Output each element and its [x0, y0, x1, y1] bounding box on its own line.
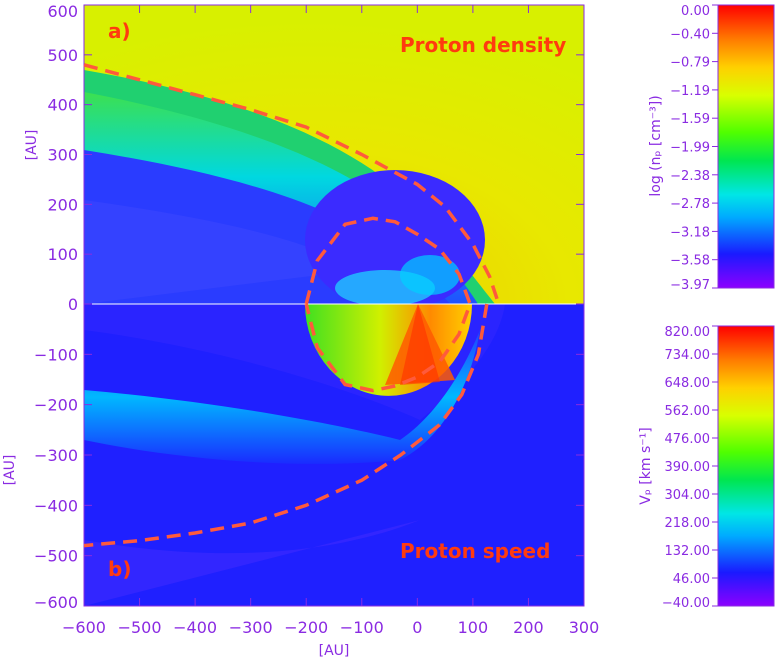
- x-tick-label: −300: [229, 618, 273, 637]
- colorbar-tick-label: 0.00: [681, 4, 710, 19]
- colorbar-tick-label: −3.97: [670, 278, 710, 293]
- y-tick-label: −600: [34, 593, 78, 612]
- y-tick-label: −200: [34, 396, 78, 415]
- colorbar-tick-label: −40.00: [662, 596, 710, 611]
- colorbar-b-title: Vₚ [km s⁻¹]: [638, 427, 654, 504]
- colorbar-tick-label: 562.00: [665, 404, 711, 419]
- x-tick-label: 300: [569, 618, 600, 637]
- x-tick-label: −400: [173, 618, 217, 637]
- x-tick-label: −100: [340, 618, 384, 637]
- colorbar-tick-label: 390.00: [665, 460, 711, 475]
- colorbar-tick-label: 734.00: [665, 348, 711, 363]
- y-tick-label: −400: [34, 496, 78, 515]
- panel-b-field: [84, 304, 584, 606]
- colorbar-b: [717, 325, 775, 607]
- panel-a-label: a): [108, 19, 131, 43]
- x-tick-label: 0: [412, 618, 422, 637]
- colorbar-tick-label: 820.00: [665, 325, 711, 340]
- colorbar-labels: 0.00 −0.40 −0.79 −1.19 −1.59 −1.99 −2.38 −2.78 −…: [662, 4, 718, 611]
- y-axis-title-b: [AU]: [2, 455, 18, 486]
- x-tick-label: −600: [62, 618, 106, 637]
- y-axis-title-a: [AU]: [24, 130, 40, 161]
- x-tick-label: −500: [118, 618, 162, 637]
- y-tick-label: 200: [47, 195, 78, 214]
- x-axis-title: [AU]: [319, 643, 350, 659]
- panel-a-field: [84, 5, 584, 304]
- colorbar-tick-label: 648.00: [665, 376, 711, 391]
- y-tick-label: 100: [47, 245, 78, 264]
- y-tick-label: −100: [34, 345, 78, 364]
- termination-shock-line: [304, 216, 472, 393]
- y-tick-label: −500: [34, 547, 78, 566]
- axis-ticks: −600 −500 −400 −300 −200 −100 0 100 200 300 0 100 20…: [34, 2, 599, 637]
- colorbar-tick-label: 46.00: [673, 572, 710, 587]
- heliopause-upper-line: [83, 63, 500, 303]
- colorbar-tick-label: −2.78: [670, 197, 710, 212]
- y-tick-label: 600: [47, 2, 78, 21]
- y-tick-label: 400: [47, 96, 78, 115]
- colorbar-tick-label: −1.19: [670, 84, 710, 99]
- panel-b-label: b): [108, 557, 131, 581]
- colorbar-a: [717, 4, 775, 289]
- colorbar-tick-label: −3.18: [670, 225, 710, 240]
- panel-a-title: Proton density: [400, 33, 566, 57]
- colorbar-tick-label: 476.00: [665, 432, 711, 447]
- colorbar-tick-label: −1.59: [670, 112, 710, 127]
- x-tick-label: 200: [513, 618, 544, 637]
- y-tick-label: −300: [34, 446, 78, 465]
- x-tick-label: −200: [284, 618, 328, 637]
- colorbar-tick-label: −2.38: [670, 169, 710, 184]
- y-tick-label: 500: [47, 46, 78, 65]
- heliopause-lower-line: [83, 303, 489, 548]
- y-tick-label: 0: [68, 295, 78, 314]
- colorbar-tick-label: −1.99: [670, 141, 710, 156]
- colorbar-tick-label: −0.40: [670, 27, 710, 42]
- y-tick-label: 300: [47, 146, 78, 165]
- colorbar-tick-label: 304.00: [665, 488, 711, 503]
- boundary-lines: [83, 63, 500, 548]
- colorbar-tick-label: −3.58: [670, 254, 710, 269]
- colorbar-tick-label: 218.00: [665, 516, 711, 531]
- x-tick-label: 100: [458, 618, 489, 637]
- colorbar-a-title: log (nₚ [cm⁻³]): [648, 95, 664, 196]
- colorbar-tick-label: 132.00: [665, 544, 711, 559]
- colorbar-tick-label: −0.79: [670, 56, 710, 71]
- panel-b-title: Proton speed: [400, 539, 550, 563]
